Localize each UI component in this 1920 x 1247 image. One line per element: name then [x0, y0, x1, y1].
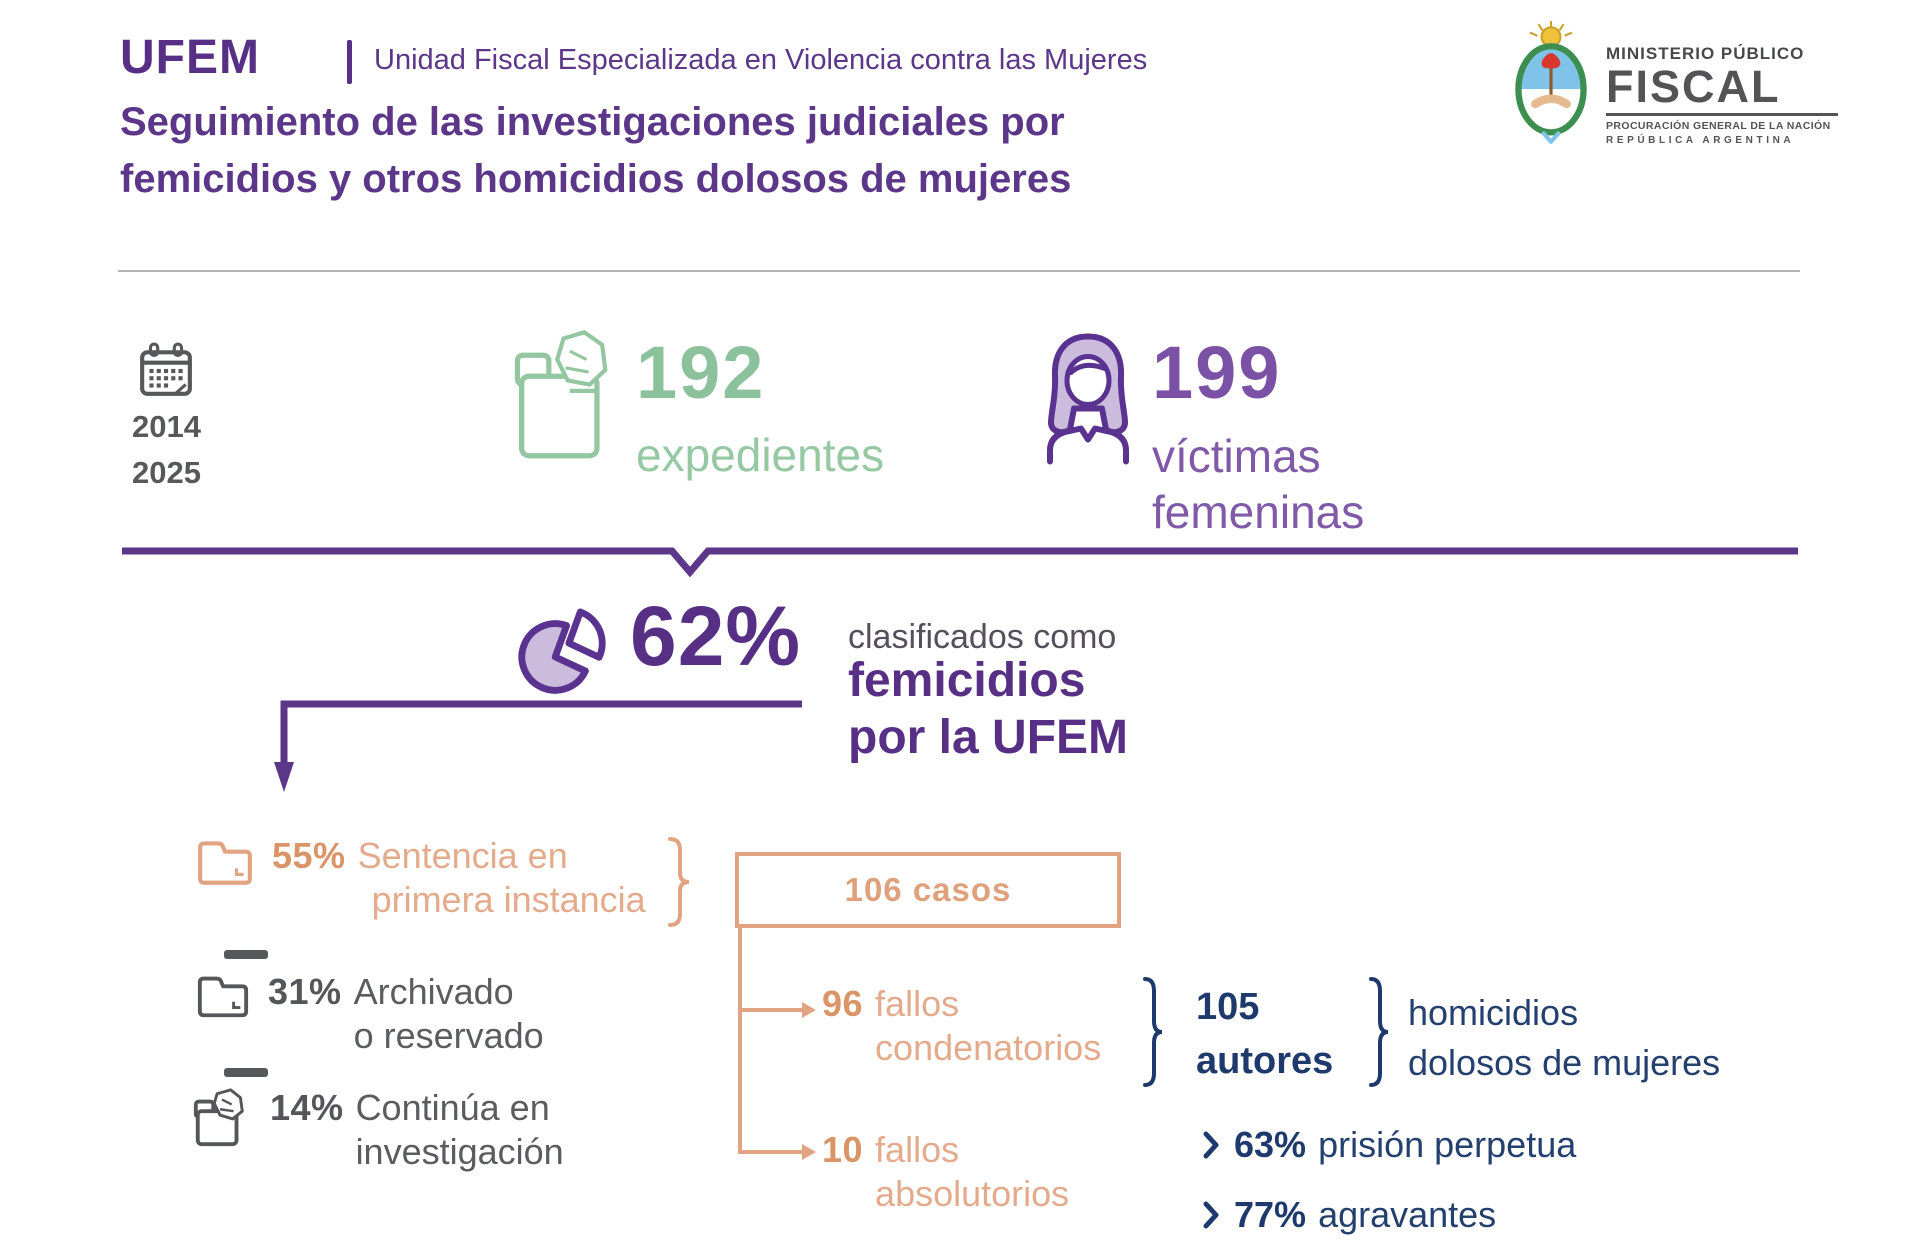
period: 2014 2025 — [132, 404, 201, 496]
outcome-label: fallos condenatorios — [875, 983, 1102, 1068]
connector-arrow-down — [274, 700, 802, 792]
expedientes-count: 192 — [636, 331, 766, 414]
victimas-label: víctimas femeninas — [1152, 430, 1365, 538]
page-title-line1: Seguimiento de las investigaciones judic… — [120, 100, 1065, 144]
header-divider — [118, 270, 1800, 272]
cases-tree-connector — [738, 924, 816, 1160]
mpf-logo-line4: REPÚBLICA ARGENTINA — [1606, 135, 1795, 146]
breakdown-row-investigacion: 14% Continúa en investigación — [190, 1086, 564, 1174]
breakdown-percent: 55% — [272, 835, 346, 876]
breakdown-label: Continúa en investigación — [355, 1087, 564, 1172]
breakdown-label: Archivado o reservado — [353, 971, 544, 1056]
mpf-logo-line1: MINISTERIO PÚBLICO — [1606, 44, 1805, 63]
outcome-absolutorios: 10 fallos absolutorios — [822, 1128, 1069, 1216]
cases-box: 106 casos — [735, 852, 1121, 928]
folder-icon — [197, 976, 249, 1018]
row-divider-dash — [224, 950, 268, 959]
mpf-logo-line2: FISCAL — [1606, 61, 1781, 112]
period-from: 2014 — [132, 409, 201, 444]
section-divider-chevron — [122, 547, 1798, 578]
classification-prefix: clasificados como — [848, 618, 1117, 656]
bullet-agravantes: 77% agravantes — [1202, 1194, 1496, 1236]
female-victim-icon — [1047, 333, 1129, 465]
brand-ufem: UFEM — [120, 31, 260, 84]
authors-label: homicidios dolosos de mujeres — [1408, 992, 1721, 1083]
expedientes-label: expedientes — [636, 429, 885, 481]
calendar-icon — [140, 342, 192, 396]
victimas-count: 199 — [1152, 331, 1282, 414]
classification-label: femicidios por la UFEM — [848, 654, 1129, 764]
case-file-icon — [514, 330, 608, 459]
row-divider-dash — [224, 1068, 268, 1077]
breakdown-percent: 31% — [268, 971, 342, 1012]
breakdown-percent: 14% — [270, 1087, 344, 1128]
curly-brace-icon — [1143, 977, 1163, 1087]
bullet-prision-perpetua: 63% prisión perpetua — [1202, 1124, 1576, 1166]
outcome-value: 96 — [822, 983, 864, 1024]
mpf-logo-line3: PROCURACIÓN GENERAL DE LA NACIÓN — [1606, 120, 1831, 132]
outcome-condenatorios: 96 fallos condenatorios — [822, 982, 1101, 1070]
outcome-label: fallos absolutorios — [875, 1129, 1070, 1214]
curly-brace-icon — [668, 837, 690, 927]
mpf-logo-rule — [1606, 113, 1838, 116]
breakdown-label: Sentencia en primera instancia — [357, 835, 646, 920]
period-to: 2025 — [132, 455, 201, 490]
mpf-logo: MINISTERIO PÚBLICO FISCAL PROCURACIÓN GE… — [1606, 44, 1876, 146]
page-title: Seguimiento de las investigaciones judic… — [120, 94, 1071, 208]
outcome-value: 10 — [822, 1129, 864, 1170]
argentina-coat-of-arms-icon — [1515, 21, 1587, 144]
folder-icon — [198, 841, 252, 885]
brand-divider — [347, 40, 352, 84]
pie-chart-icon — [518, 608, 606, 694]
curly-brace-icon — [1369, 977, 1389, 1087]
breakdown-row-sentencia: 55% Sentencia en primera instancia — [196, 834, 646, 922]
breakdown-row-archivado: 31% Archivado o reservado — [196, 970, 544, 1058]
folder-paper-icon — [193, 1088, 244, 1147]
classification-percent: 62% — [630, 589, 802, 683]
brand-subtitle: Unidad Fiscal Especializada en Violencia… — [374, 44, 1148, 76]
page-title-line2: femicidios y otros homicidios dolosos de… — [120, 157, 1072, 201]
chevron-right-icon — [1203, 1131, 1219, 1159]
authors-count: 105 autores — [1196, 986, 1334, 1082]
chevron-right-icon — [1203, 1201, 1219, 1229]
